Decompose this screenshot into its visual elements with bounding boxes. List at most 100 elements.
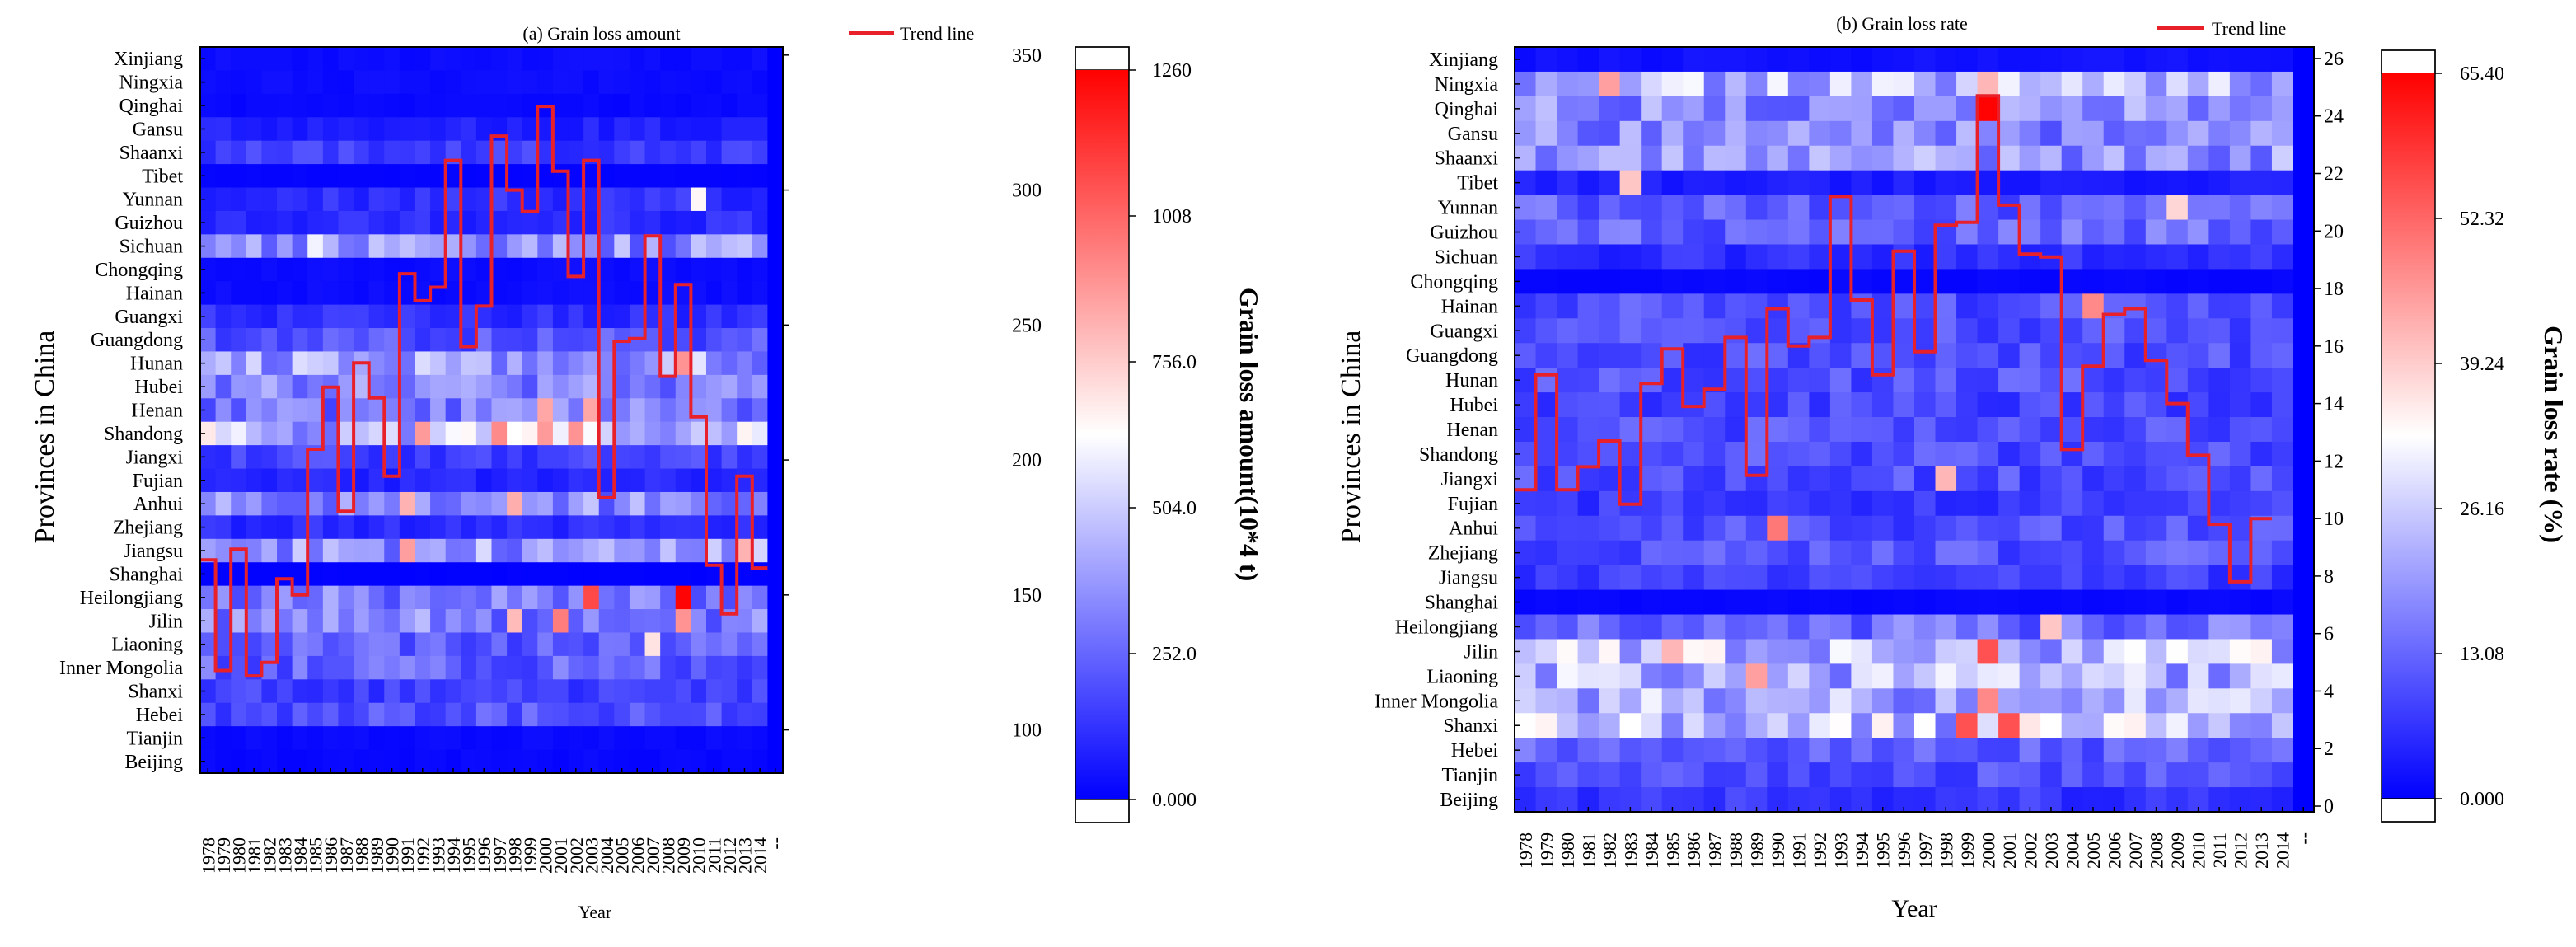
heatmap-cell [675,445,691,470]
heatmap-cell [2061,269,2083,294]
year-label: 1998 [1936,832,1956,869]
heatmap-cell [1703,293,1726,319]
year-label: 1981 [244,837,265,874]
heatmap-cell [338,468,354,493]
heatmap-cell [1661,392,1684,418]
heatmap-cell [552,468,569,493]
heatmap-cell [277,749,293,774]
heatmap-cell [752,374,768,399]
heatmap-cell [1809,145,1831,171]
heatmap-cell [522,445,538,470]
heatmap-cell [2019,515,2041,541]
heatmap-cell [568,585,584,610]
heatmap-cell [537,164,554,189]
heatmap-cell [2229,589,2252,616]
heatmap-cell [307,281,324,306]
heatmap-cell [1557,762,1579,788]
heatmap-cell [277,679,293,704]
year-label: 1989 [1747,832,1768,869]
heatmap-cell [583,398,600,423]
heatmap-cell [354,328,370,353]
heatmap-cell [368,328,385,353]
heatmap-cell [568,70,584,95]
year-label: 1996 [474,837,494,874]
heatmap-cell [475,491,493,516]
heatmap-cell [1577,738,1599,763]
heatmap-cell [2019,663,2041,689]
heatmap-cell [2166,318,2189,344]
heatmap-cell [2124,589,2147,616]
heatmap-cell [1641,515,1663,541]
heatmap-cell [1683,540,1705,566]
heatmap-cell [2187,738,2209,763]
heatmap-cell [461,117,477,142]
heatmap-cell [231,374,247,399]
heatmap-cell [200,749,217,774]
heatmap-cell [399,70,416,95]
province-label: Heilongjiang [80,588,183,609]
heatmap-cell [1809,195,1831,221]
heatmap-cell [537,304,554,329]
heatmap-cell [322,281,340,306]
heatmap-cell [307,328,324,353]
heatmap-cell [338,93,354,118]
province-label: Jiangsu [1439,568,1498,589]
heatmap-cell [1787,738,1810,763]
year-label: 1991 [1789,832,1810,869]
year-labels-a: 1978197919801981198219831984198519861987… [198,768,786,874]
heatmap-cell [614,257,630,282]
heatmap-cell [1535,738,1557,763]
heatmap-cell [691,726,707,751]
heatmap-cell [491,374,508,399]
heatmap-cell [1914,663,1937,689]
heatmap-cell [1809,515,1831,541]
heatmap-cell [292,468,308,493]
heatmap-a [200,47,784,774]
heatmap-cell [2166,244,2189,270]
heatmap-cell [2019,589,2041,616]
heatmap-cell [1641,195,1663,221]
heatmap-cell [1914,540,1937,566]
heatmap-cell [2208,441,2231,467]
heatmap-cell [1577,269,1599,294]
heatmap-cell [2250,96,2273,122]
heatmap-cell [2040,195,2063,221]
province-label: Jiangxi [126,447,184,468]
heatmap-cell [675,164,691,189]
heatmap-cell [307,515,324,540]
heatmap-cell [522,374,538,399]
heatmap-cell [415,726,431,751]
heatmap-cell [583,257,600,282]
heatmap-cell [246,609,263,634]
heatmap-cell [552,632,569,657]
legend-label-a: Trend line [900,23,974,44]
heatmap-cell [2187,318,2209,344]
heatmap-cell [307,562,324,587]
heatmap-cell [322,515,340,540]
heatmap-cell [675,234,691,259]
heatmap-cell [537,398,554,423]
heatmap-cell [1599,639,1621,664]
heatmap-cell [1914,490,1937,517]
heatmap-cell [475,585,493,610]
heatmap-cell [368,351,385,376]
heatmap-cell [2250,565,2273,591]
heatmap-cell [338,117,354,142]
heatmap-cell [368,47,385,72]
heatmap-cell [461,351,477,376]
province-label: Guizhou [115,213,183,234]
heatmap-cell [644,491,661,516]
heatmap-cell [2019,639,2041,664]
heatmap-cell [1641,318,1663,344]
heatmap-cell [1599,762,1621,788]
province-label: Tianjin [127,728,183,749]
heatmap-cell [200,538,217,563]
heatmap-cell [384,445,400,470]
right-axis-tick-label: 24 [2324,106,2344,128]
heatmap-cell [705,491,723,516]
heatmap-cell [2208,293,2231,319]
heatmap-cell [598,655,615,680]
heatmap-cell [2187,145,2209,171]
heatmap-cell [445,468,461,493]
heatmap-cell [1977,318,1999,344]
